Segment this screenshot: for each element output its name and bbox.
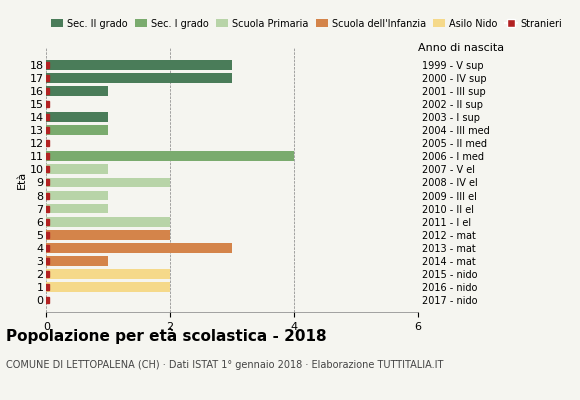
Legend: Sec. II grado, Sec. I grado, Scuola Primaria, Scuola dell'Infanzia, Asilo Nido, : Sec. II grado, Sec. I grado, Scuola Prim… bbox=[51, 18, 563, 28]
Bar bbox=[46, 217, 170, 226]
Bar bbox=[46, 243, 232, 253]
Bar bbox=[46, 178, 170, 187]
Bar bbox=[46, 152, 294, 161]
Text: COMUNE DI LETTOPALENA (CH) · Dati ISTAT 1° gennaio 2018 · Elaborazione TUTTITALI: COMUNE DI LETTOPALENA (CH) · Dati ISTAT … bbox=[6, 360, 443, 370]
Y-axis label: Anno di nascita: Anno di nascita bbox=[418, 43, 503, 53]
Bar bbox=[46, 73, 232, 83]
Bar bbox=[46, 191, 108, 200]
Bar bbox=[46, 204, 108, 214]
Bar bbox=[46, 282, 170, 292]
Bar bbox=[46, 112, 108, 122]
Y-axis label: Età: Età bbox=[17, 171, 27, 189]
Bar bbox=[46, 125, 108, 135]
Bar bbox=[46, 86, 108, 96]
Bar bbox=[46, 230, 170, 240]
Bar bbox=[46, 60, 232, 70]
Text: Popolazione per età scolastica - 2018: Popolazione per età scolastica - 2018 bbox=[6, 328, 327, 344]
Bar bbox=[46, 256, 108, 266]
Bar bbox=[46, 269, 170, 279]
Bar bbox=[46, 164, 108, 174]
